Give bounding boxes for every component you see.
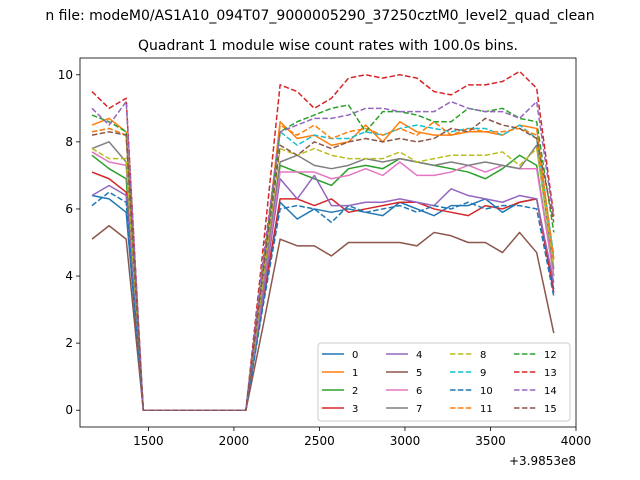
legend-label-8: 8 bbox=[480, 350, 486, 361]
legend-label-9: 9 bbox=[480, 368, 486, 379]
y-tick-label: 8 bbox=[65, 135, 73, 149]
axes-frame bbox=[79, 57, 577, 428]
y-tick-label: 6 bbox=[65, 202, 73, 216]
legend-label-6: 6 bbox=[416, 386, 422, 397]
chart-title: Quadrant 1 module wise count rates with … bbox=[138, 38, 518, 54]
x-tick-label: 3000 bbox=[390, 434, 421, 448]
x-tick-label: 2500 bbox=[304, 434, 335, 448]
legend-label-10: 10 bbox=[480, 386, 493, 397]
x-tick-label: 3500 bbox=[475, 434, 506, 448]
plot-area: 1500 2000 2500 3000 3500 40000246810012345678… bbox=[58, 57, 592, 448]
x-offset-label: +3.9853e8 bbox=[509, 454, 576, 468]
y-tick-label: 2 bbox=[65, 336, 73, 350]
legend-label-0: 0 bbox=[352, 350, 358, 361]
legend-label-1: 1 bbox=[352, 368, 358, 379]
x-tick-label: 1500 bbox=[133, 434, 164, 448]
legend-label-15: 15 bbox=[544, 404, 557, 415]
legend-label-4: 4 bbox=[416, 350, 422, 361]
legend-label-5: 5 bbox=[416, 368, 422, 379]
legend-label-7: 7 bbox=[416, 404, 422, 415]
series-line-15 bbox=[91, 117, 555, 411]
legend-label-12: 12 bbox=[544, 350, 557, 361]
legend-label-2: 2 bbox=[352, 386, 358, 397]
figure-suptitle: n file: modeM0/AS1A10_094T07_9000005290_… bbox=[45, 8, 594, 24]
y-tick-label: 0 bbox=[65, 403, 73, 417]
legend-label-13: 13 bbox=[544, 368, 557, 379]
series-lines bbox=[91, 70, 555, 411]
legend-label-14: 14 bbox=[544, 386, 557, 397]
x-tick-label: 4000 bbox=[561, 434, 592, 448]
y-tick-label: 4 bbox=[65, 269, 73, 283]
series-line-8 bbox=[91, 147, 555, 411]
legend-label-11: 11 bbox=[480, 404, 493, 415]
series-line-10 bbox=[91, 191, 555, 411]
x-tick-label: 2000 bbox=[219, 434, 250, 448]
legend-box bbox=[317, 342, 571, 422]
legend-label-3: 3 bbox=[352, 404, 358, 415]
y-tick-label: 10 bbox=[58, 68, 73, 82]
